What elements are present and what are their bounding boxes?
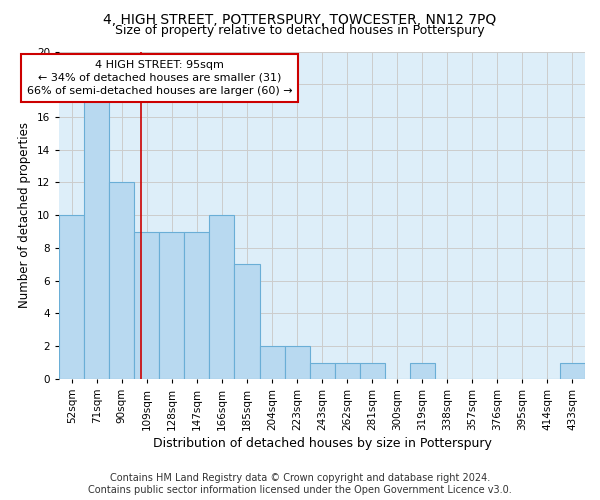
Bar [109,182,134,379]
Bar [209,215,235,379]
Text: 4, HIGH STREET, POTTERSPURY, TOWCESTER, NN12 7PQ: 4, HIGH STREET, POTTERSPURY, TOWCESTER, … [103,12,497,26]
Y-axis label: Number of detached properties: Number of detached properties [19,122,31,308]
Text: 4 HIGH STREET: 95sqm
← 34% of detached houses are smaller (31)
66% of semi-detac: 4 HIGH STREET: 95sqm ← 34% of detached h… [26,60,292,96]
Bar [359,362,385,379]
Bar [335,362,359,379]
Bar [134,232,160,379]
Bar [284,346,310,379]
Bar [260,346,284,379]
Text: Size of property relative to detached houses in Potterspury: Size of property relative to detached ho… [115,24,485,37]
Bar [310,362,335,379]
Bar [84,100,109,379]
Bar [235,264,260,379]
X-axis label: Distribution of detached houses by size in Potterspury: Distribution of detached houses by size … [152,437,491,450]
Bar [59,215,84,379]
Bar [410,362,435,379]
Bar [560,362,585,379]
Bar [160,232,184,379]
Text: Contains HM Land Registry data © Crown copyright and database right 2024.
Contai: Contains HM Land Registry data © Crown c… [88,474,512,495]
Bar [184,232,209,379]
